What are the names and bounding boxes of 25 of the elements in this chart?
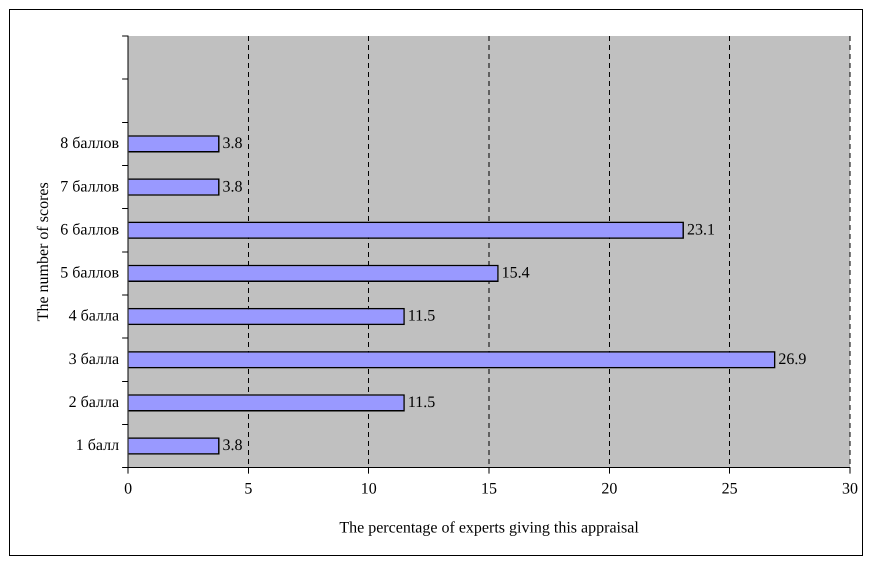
data-label: 3.8 bbox=[222, 135, 243, 152]
data-label: 23.1 bbox=[686, 221, 715, 238]
y-tick-label: 1 балл bbox=[76, 437, 120, 454]
x-tick-label: 30 bbox=[842, 480, 858, 498]
y-tick-label: 6 баллов bbox=[60, 221, 120, 238]
data-label: 11.5 bbox=[408, 394, 436, 412]
x-tick-label: 15 bbox=[481, 480, 498, 498]
x-tick-label: 25 bbox=[722, 480, 738, 498]
y-tick-label: 7 баллов bbox=[60, 178, 120, 196]
x-tick-label: 10 bbox=[360, 480, 377, 498]
y-tick-label: 2 балла bbox=[68, 394, 120, 412]
y-axis-title: The number of scores bbox=[34, 182, 52, 322]
x-tick-label: 0 bbox=[124, 480, 132, 498]
x-tick-label: 5 bbox=[244, 480, 252, 498]
data-label: 11.5 bbox=[408, 308, 436, 325]
y-tick-label: 4 балла bbox=[68, 308, 120, 325]
data-label: 15.4 bbox=[502, 264, 530, 282]
data-label: 26.9 bbox=[778, 350, 806, 368]
data-label: 3.8 bbox=[222, 178, 243, 196]
y-tick-label: 8 баллов bbox=[60, 135, 120, 152]
x-tick-label: 20 bbox=[601, 480, 618, 498]
x-axis-title: The percentage of experts giving this appraisal bbox=[339, 520, 640, 537]
data-label: 3.8 bbox=[222, 437, 243, 454]
y-tick-label: 5 баллов bbox=[60, 264, 120, 282]
y-tick-label: 3 балла bbox=[68, 350, 120, 368]
